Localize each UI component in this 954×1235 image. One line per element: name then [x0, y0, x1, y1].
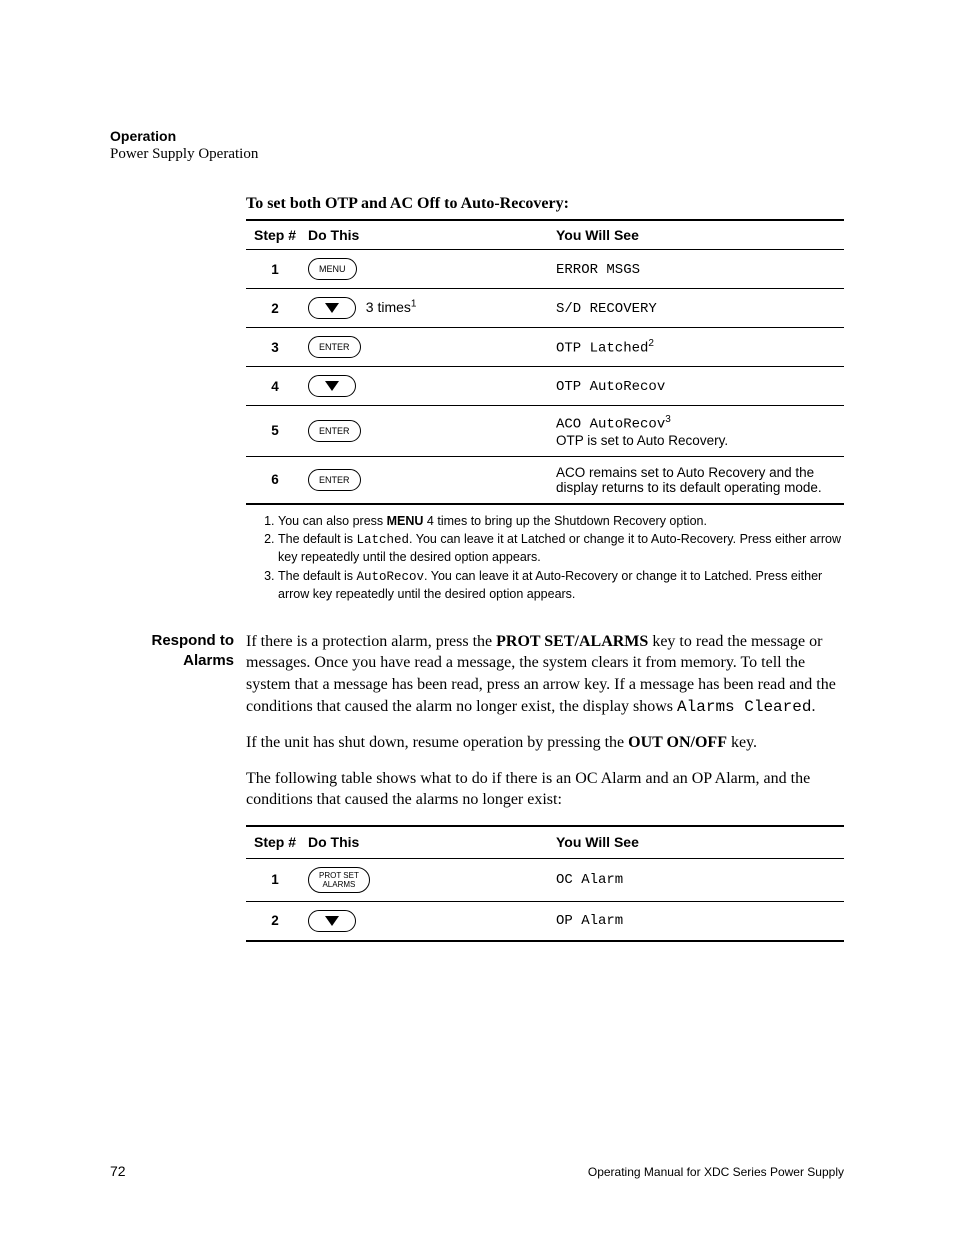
arrow-down-button-icon: [308, 297, 356, 319]
subsection-name: Power Supply Operation: [110, 146, 844, 163]
body-paragraph: If there is a protection alarm, press th…: [246, 631, 844, 718]
prot-set-alarms-button-icon: PROT SETALARMS: [308, 867, 370, 893]
steps-table-2: Step # Do This You Will See 1 PROT SETAL…: [246, 825, 844, 942]
body-paragraph: The following table shows what to do if …: [246, 768, 844, 811]
step-number: 3: [246, 328, 304, 367]
section-side-heading: Respond toAlarms: [110, 631, 246, 942]
arrow-down-button-icon: [308, 375, 356, 397]
result-text: OTP is set to Auto Recovery.: [556, 433, 728, 448]
display-text: OTP Latched: [556, 340, 648, 356]
step-number: 4: [246, 367, 304, 406]
press-count: 3 times1: [366, 299, 417, 315]
footnote: The default is AutoRecov. You can leave …: [278, 568, 844, 603]
page-footer: 72 Operating Manual for XDC Series Power…: [110, 1163, 844, 1179]
table-row: 6 ENTER ACO remains set to Auto Recovery…: [246, 456, 844, 504]
steps-table-1: Step # Do This You Will See 1 MENU ERROR…: [246, 219, 844, 505]
table-footnotes: You can also press MENU 4 times to bring…: [264, 513, 844, 603]
display-text: OP Alarm: [556, 913, 623, 929]
step-number: 5: [246, 406, 304, 457]
table-row: 2 3 times1 S/D RECOVERY: [246, 289, 844, 328]
display-text: S/D RECOVERY: [556, 301, 657, 317]
table-row: 2 OP Alarm: [246, 901, 844, 941]
col-do: Do This: [304, 826, 552, 858]
table-row: 4 OTP AutoRecov: [246, 367, 844, 406]
arrow-down-button-icon: [308, 910, 356, 932]
col-step: Step #: [246, 826, 304, 858]
enter-button-icon: ENTER: [308, 469, 361, 491]
section-body: If there is a protection alarm, press th…: [246, 631, 844, 942]
enter-button-icon: ENTER: [308, 336, 361, 358]
step-number: 2: [246, 901, 304, 941]
body-paragraph: If the unit has shut down, resume operat…: [246, 732, 844, 754]
step-number: 2: [246, 289, 304, 328]
procedure-title: To set both OTP and AC Off to Auto-Recov…: [246, 195, 844, 213]
enter-button-icon: ENTER: [308, 420, 361, 442]
col-do: Do This: [304, 220, 552, 250]
step-number: 6: [246, 456, 304, 504]
display-text: ERROR MSGS: [556, 262, 640, 278]
col-step: Step #: [246, 220, 304, 250]
table-row: 1 PROT SETALARMS OC Alarm: [246, 858, 844, 901]
footer-title: Operating Manual for XDC Series Power Su…: [588, 1165, 844, 1179]
table-row: 3 ENTER OTP Latched2: [246, 328, 844, 367]
section-name: Operation: [110, 128, 844, 144]
footnote: You can also press MENU 4 times to bring…: [278, 513, 844, 530]
procedure-1: To set both OTP and AC Off to Auto-Recov…: [246, 195, 844, 603]
display-text: ACO AutoRecov: [556, 417, 665, 433]
step-number: 1: [246, 250, 304, 289]
footnote-ref: 3: [665, 414, 671, 425]
display-text: OTP AutoRecov: [556, 379, 665, 395]
step-number: 1: [246, 858, 304, 901]
running-header: Operation Power Supply Operation: [110, 128, 844, 163]
result-text: ACO remains set to Auto Recovery and the…: [556, 465, 822, 495]
footnote-ref: 2: [648, 338, 654, 349]
table-row: 5 ENTER ACO AutoRecov3 OTP is set to Aut…: [246, 406, 844, 457]
page-number: 72: [110, 1163, 126, 1179]
respond-to-alarms-section: Respond toAlarms If there is a protectio…: [110, 631, 844, 942]
col-see: You Will See: [552, 220, 844, 250]
footnote: The default is Latched. You can leave it…: [278, 531, 844, 566]
menu-button-icon: MENU: [308, 258, 357, 280]
col-see: You Will See: [552, 826, 844, 858]
table-row: 1 MENU ERROR MSGS: [246, 250, 844, 289]
display-text: OC Alarm: [556, 872, 623, 888]
